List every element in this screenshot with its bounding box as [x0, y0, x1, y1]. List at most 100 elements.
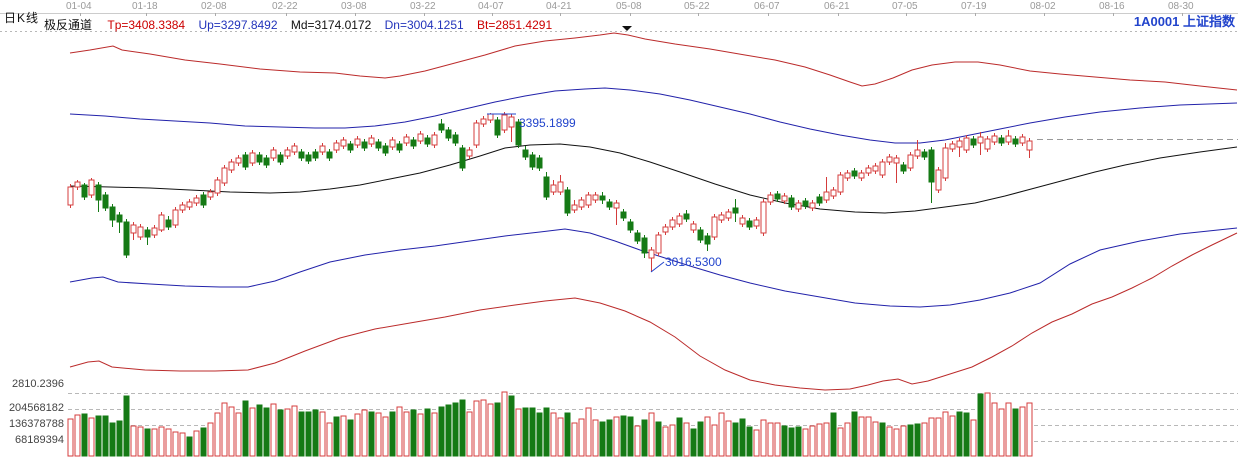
volume-bar: [529, 407, 536, 457]
candle-body: [515, 121, 522, 146]
volume-bar: [172, 431, 179, 457]
candle-body: [522, 149, 529, 158]
candle-body: [501, 114, 508, 131]
x-axis-date-label: 06-07: [754, 1, 780, 12]
candle-body: [984, 138, 991, 150]
volume-bar: [333, 416, 340, 457]
volume-bar: [592, 419, 599, 457]
volume-bar: [970, 419, 977, 457]
candle-body: [102, 194, 109, 209]
candle-body: [116, 214, 123, 223]
indicator-value-bt: Bt=2851.4291: [477, 18, 553, 32]
volume-scale-label: 204568182: [8, 402, 64, 414]
candle-body: [88, 179, 95, 196]
volume-bar: [466, 411, 473, 457]
candle-body: [417, 133, 424, 142]
candle-body: [963, 137, 970, 151]
volume-bar: [991, 402, 998, 457]
volume-bar: [907, 424, 914, 457]
volume-bar: [361, 409, 368, 457]
x-axis-date-label: 02-22: [272, 1, 298, 12]
volume-bar: [963, 412, 970, 457]
volume-bar: [116, 420, 123, 457]
volume-bar: [893, 428, 900, 457]
volume-bar: [151, 428, 158, 457]
candle-body: [851, 170, 858, 177]
candle-body: [788, 197, 795, 208]
volume-bar: [655, 421, 662, 457]
volume-bar: [473, 400, 480, 457]
x-axis-date-label: 02-08: [201, 1, 227, 12]
x-axis-date-label: 07-19: [961, 1, 987, 12]
volume-bar: [1019, 406, 1026, 457]
volume-bar: [242, 400, 249, 457]
volume-bar: [760, 419, 767, 457]
candle-body: [284, 149, 291, 157]
candle-body: [529, 154, 536, 168]
candle-body: [914, 149, 921, 157]
candle-body: [592, 194, 599, 201]
candle-body: [942, 147, 949, 179]
candle-body: [893, 157, 900, 164]
candle-body: [74, 181, 81, 188]
volume-bar: [277, 409, 284, 457]
candle-body: [690, 223, 697, 231]
x-axis-date-label: 03-22: [410, 1, 436, 12]
volume-bar: [417, 413, 424, 457]
volume-bar: [767, 422, 774, 457]
volume-bar: [676, 417, 683, 457]
swing-high-annotation: 3395.1899: [519, 116, 576, 130]
volume-bar: [256, 404, 263, 457]
candle-body: [578, 199, 585, 208]
volume-bar: [788, 427, 795, 457]
candle-body: [711, 216, 718, 238]
volume-bar: [123, 395, 130, 457]
volume-bar: [774, 422, 781, 457]
volume-bar: [319, 411, 326, 457]
candle-body: [564, 189, 571, 214]
volume-bar: [1026, 402, 1033, 457]
candle-body: [81, 184, 88, 198]
candle-body: [340, 139, 347, 147]
candle-body: [991, 135, 998, 143]
candle-body: [746, 220, 753, 228]
candle-body: [487, 113, 494, 121]
candle-body: [627, 221, 634, 231]
volume-bar: [578, 418, 585, 457]
candle-body: [634, 232, 641, 242]
candle-body: [165, 219, 172, 228]
volume-bar: [81, 413, 88, 457]
candle-body: [536, 157, 543, 169]
candle-body: [1026, 140, 1033, 151]
volume-bar: [690, 428, 697, 457]
candle-body: [480, 118, 487, 125]
candle-body: [802, 200, 809, 207]
candle-body: [613, 202, 620, 209]
volume-bar: [627, 416, 634, 457]
volume-bar: [550, 412, 557, 457]
volume-bar: [102, 415, 109, 457]
candle-body: [760, 201, 767, 234]
volume-bar: [263, 407, 270, 457]
volume-bar: [144, 428, 151, 457]
volume-bar: [431, 412, 438, 457]
candle-body: [193, 197, 200, 204]
candle-body: [816, 196, 823, 204]
candle-body: [844, 172, 851, 179]
volume-bar: [501, 391, 508, 457]
candle-body: [900, 164, 907, 172]
volume-bar: [340, 415, 347, 457]
x-axis-date-label: 08-30: [1168, 1, 1194, 12]
volume-bar: [564, 412, 571, 457]
swing-low-marker: [650, 261, 665, 273]
volume-bar: [452, 402, 459, 457]
volume-bar: [375, 412, 382, 457]
volume-bar: [95, 415, 102, 457]
candle-body: [767, 194, 774, 203]
volume-bar: [410, 409, 417, 457]
volume-bar: [795, 426, 802, 457]
candle-body: [200, 194, 207, 206]
candle-body: [620, 211, 627, 219]
